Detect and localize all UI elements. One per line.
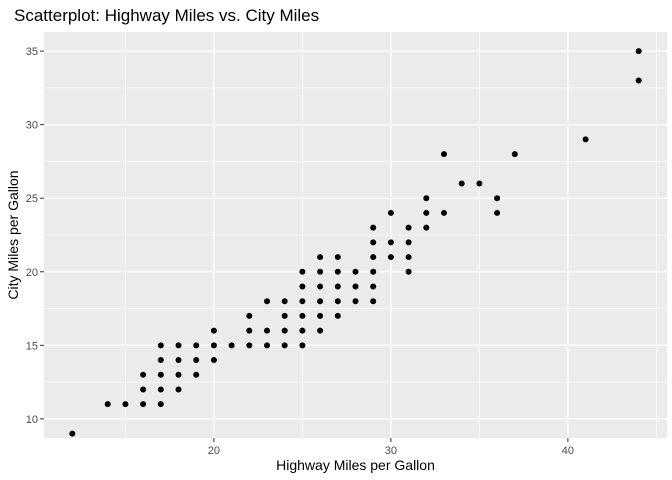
x-tick-label: 30 [385, 445, 397, 457]
data-point [157, 401, 164, 408]
data-point [387, 254, 394, 261]
data-point [387, 239, 394, 246]
data-point [423, 195, 430, 202]
data-point [299, 268, 306, 275]
data-point [264, 298, 271, 305]
data-point [370, 298, 377, 305]
chart-title: Scatterplot: Highway Miles vs. City Mile… [14, 6, 319, 25]
x-tick-label: 40 [562, 445, 574, 457]
data-point [511, 151, 518, 158]
data-point [157, 342, 164, 349]
data-point [405, 254, 412, 261]
data-point [210, 357, 217, 364]
data-point [635, 48, 642, 55]
data-point [193, 342, 200, 349]
data-point [317, 283, 324, 290]
data-point [299, 342, 306, 349]
data-point [175, 357, 182, 364]
data-point [423, 209, 430, 216]
data-point [352, 298, 359, 305]
data-point [281, 327, 288, 334]
data-point [440, 209, 447, 216]
data-point [387, 209, 394, 216]
data-point [370, 224, 377, 231]
data-point [317, 268, 324, 275]
data-point [281, 342, 288, 349]
data-point [228, 342, 235, 349]
data-point [299, 283, 306, 290]
data-point [175, 386, 182, 393]
x-axis-label: Highway Miles per Gallon [276, 457, 435, 473]
data-point [334, 312, 341, 319]
data-point [405, 268, 412, 275]
y-tick-label: 10 [26, 414, 38, 426]
data-point [104, 401, 111, 408]
data-point [405, 239, 412, 246]
data-point [193, 371, 200, 378]
x-tick-label: 20 [208, 445, 220, 457]
data-point [246, 342, 253, 349]
data-point [299, 298, 306, 305]
data-point [140, 371, 147, 378]
data-point [405, 224, 412, 231]
data-point [334, 254, 341, 261]
data-point [281, 298, 288, 305]
data-point [334, 283, 341, 290]
data-point [299, 312, 306, 319]
data-point [352, 268, 359, 275]
x-axis-ticks: 20 30 40 [208, 438, 574, 457]
data-point [140, 386, 147, 393]
data-point [246, 312, 253, 319]
data-point [140, 401, 147, 408]
data-point [494, 209, 501, 216]
data-point [175, 371, 182, 378]
data-point [281, 312, 288, 319]
data-point [157, 371, 164, 378]
data-point [264, 327, 271, 334]
data-point [352, 283, 359, 290]
data-point [193, 357, 200, 364]
data-point [246, 327, 253, 334]
data-point [440, 151, 447, 158]
y-axis-label: City Miles per Gallon [5, 170, 21, 299]
grid-minor [44, 32, 667, 438]
data-point [635, 77, 642, 84]
y-tick-label: 35 [26, 46, 38, 58]
data-point [157, 357, 164, 364]
data-point [370, 283, 377, 290]
data-point [157, 386, 164, 393]
data-point [476, 180, 483, 187]
y-axis-ticks: 10 15 20 25 30 35 [26, 46, 44, 426]
data-point [370, 268, 377, 275]
data-point [334, 298, 341, 305]
data-point [69, 430, 76, 437]
y-tick-label: 25 [26, 193, 38, 205]
data-point [317, 312, 324, 319]
y-tick-label: 20 [26, 267, 38, 279]
data-points [69, 48, 642, 437]
data-point [299, 327, 306, 334]
data-point [317, 298, 324, 305]
y-tick-label: 15 [26, 340, 38, 352]
data-point [210, 342, 217, 349]
data-point [317, 327, 324, 334]
data-point [494, 195, 501, 202]
data-point [317, 254, 324, 261]
data-point [334, 268, 341, 275]
data-point [423, 224, 430, 231]
data-point [122, 401, 129, 408]
data-point [264, 342, 271, 349]
data-point [370, 254, 377, 261]
data-point [370, 239, 377, 246]
data-point [210, 327, 217, 334]
data-point [458, 180, 465, 187]
data-point [175, 342, 182, 349]
data-point [582, 136, 589, 143]
y-tick-label: 30 [26, 120, 38, 132]
